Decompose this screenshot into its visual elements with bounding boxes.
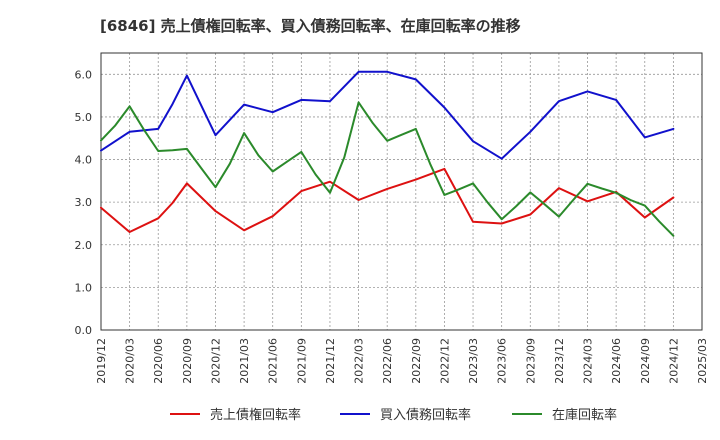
- series-line-0: [100, 167, 675, 233]
- x-tick-label: 2024/09: [639, 338, 652, 384]
- x-tick-label: 2023/12: [553, 338, 566, 384]
- x-tick-label: 2024/12: [667, 338, 680, 384]
- plot-frame: [100, 52, 703, 331]
- x-tick-label: 2020/09: [181, 338, 194, 384]
- grid: [101, 53, 702, 330]
- y-tick-label: 5.0: [75, 111, 93, 124]
- y-tick-label: 4.0: [75, 154, 93, 167]
- y-tick-label: 3.0: [75, 196, 93, 209]
- x-axis-ticks: 2019/12 2020/03 2020/06 2020/09 2020/12 2021/…: [95, 338, 709, 384]
- legend-label-0: 売上債権回転率: [210, 407, 301, 423]
- x-tick-label: 2021/03: [238, 338, 251, 384]
- x-tick-label: 2020/12: [209, 338, 222, 384]
- y-tick-label: 6.0: [75, 68, 93, 81]
- x-tick-label: 2023/06: [496, 338, 509, 384]
- x-tick-label: 2021/12: [324, 338, 337, 384]
- x-tick-label: 2024/06: [610, 338, 623, 384]
- legend-label-1: 買入債務回転率: [380, 407, 471, 423]
- x-tick-label: 2021/06: [267, 338, 280, 384]
- y-tick-label: 2.0: [75, 239, 93, 252]
- x-tick-label: 2022/09: [410, 338, 423, 384]
- x-tick-label: 2020/03: [124, 338, 137, 384]
- series-line-2: [100, 101, 675, 237]
- series-line-1: [100, 70, 675, 160]
- x-tick-label: 2023/09: [524, 338, 537, 384]
- x-tick-label: 2021/09: [295, 338, 308, 384]
- legend-label-2: 在庫回転率: [552, 407, 617, 423]
- x-tick-label: 2022/06: [381, 338, 394, 384]
- x-tick-label: 2020/06: [152, 338, 165, 384]
- chart-title: [6846] 売上債権回転率、買入債務回転率、在庫回転率の推移: [100, 17, 521, 35]
- x-tick-label: 2024/03: [582, 338, 595, 384]
- y-tick-label: 1.0: [75, 281, 93, 294]
- x-tick-label: 2022/03: [353, 338, 366, 384]
- series-lines: [100, 70, 675, 237]
- x-tick-label: 2025/03: [696, 338, 709, 384]
- y-tick-label: 0.0: [75, 324, 93, 337]
- x-tick-label: 2019/12: [95, 338, 108, 384]
- legend: 売上債権回転率 買入債務回転率 在庫回転率: [170, 407, 617, 423]
- y-axis-ticks: 0.0 1.0 2.0 3.0 4.0 5.0 6.0: [75, 68, 93, 337]
- x-tick-label: 2022/12: [438, 338, 451, 384]
- x-tick-label: 2023/03: [467, 338, 480, 384]
